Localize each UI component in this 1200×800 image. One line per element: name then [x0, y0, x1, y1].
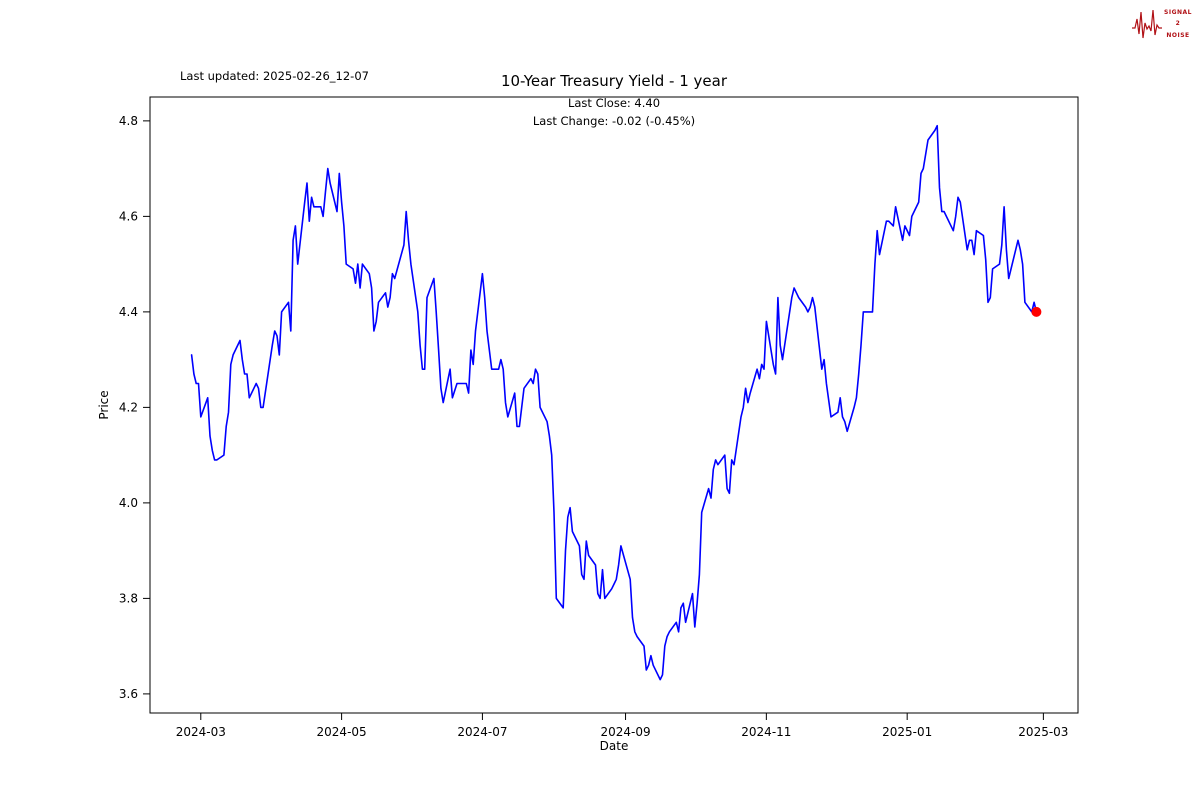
y-tick-label: 3.8	[119, 591, 138, 605]
y-tick-label: 4.4	[119, 305, 138, 319]
logo-text-noise: NOISE	[1166, 31, 1190, 39]
y-tick-label: 4.2	[119, 400, 138, 414]
signal2noise-logo: SIGNAL 2 NOISE	[1132, 4, 1192, 44]
y-tick-label: 3.6	[119, 687, 138, 701]
x-tick-label: 2024-03	[176, 725, 226, 739]
logo-waveform-icon	[1132, 9, 1163, 39]
y-tick-label: 4.6	[119, 209, 138, 223]
x-tick-label: 2024-11	[741, 725, 791, 739]
x-tick-label: 2025-01	[882, 725, 932, 739]
logo-text-2: 2	[1175, 20, 1181, 28]
x-tick-label: 2024-09	[600, 725, 650, 739]
logo-text-signal: SIGNAL	[1164, 8, 1192, 16]
chart-subtitle-last-change: Last Change: -0.02 (-0.45%)	[532, 114, 696, 128]
y-tick-label: 4.8	[119, 114, 138, 128]
price-line	[190, 124, 1038, 681]
chart-subtitle-last-close: Last Close: 4.40	[567, 96, 661, 110]
chart-title: 10-Year Treasury Yield - 1 year	[500, 72, 728, 90]
axes-frame	[149, 96, 1079, 714]
x-tick-label: 2024-05	[317, 725, 367, 739]
x-axis-label: Date	[599, 739, 629, 753]
x-tick-label: 2024-07	[457, 725, 507, 739]
last-updated-text: Last updated: 2025-02-26_12-07	[180, 69, 369, 83]
x-tick-label: 2025-03	[1018, 725, 1068, 739]
y-tick-label: 4.0	[119, 496, 138, 510]
last-point-marker	[1031, 306, 1042, 317]
y-axis-label: Price	[97, 390, 111, 420]
